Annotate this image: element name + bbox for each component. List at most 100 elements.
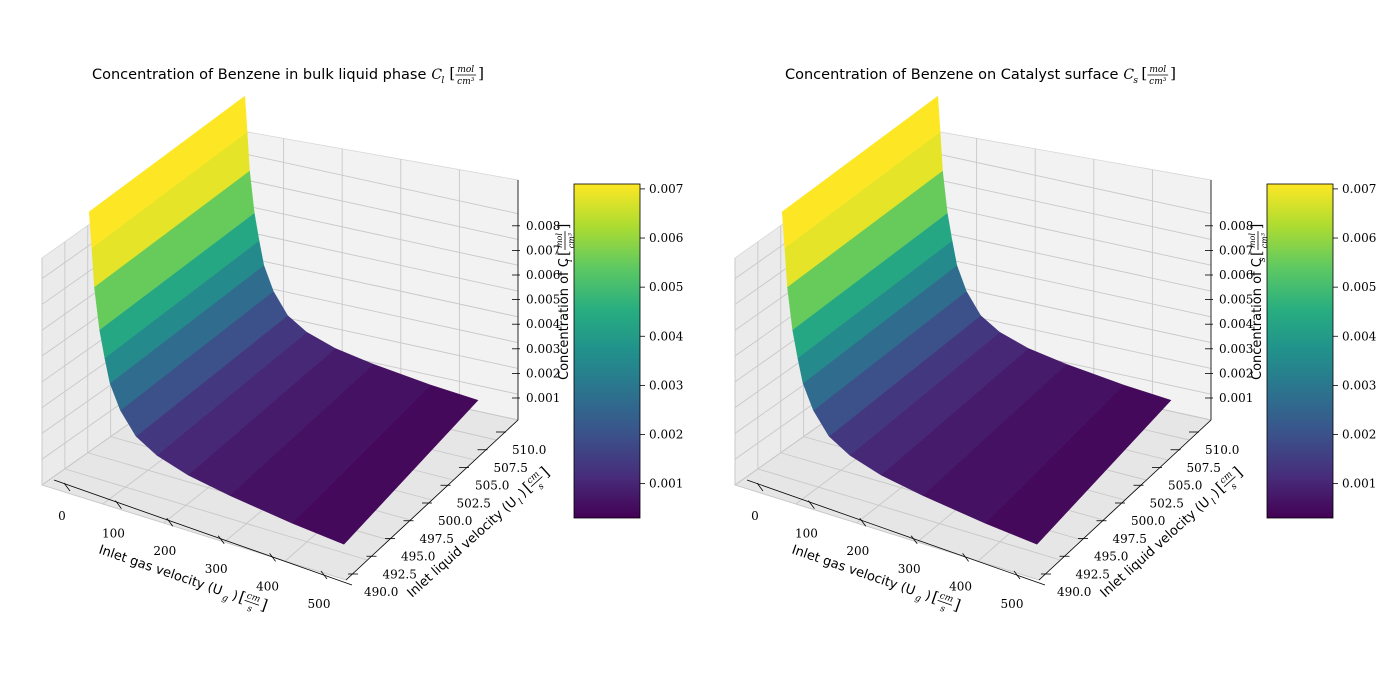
colorbar: 0.001 0.002 0.003 0.004 0.005 0.006 0.007 [573, 182, 684, 519]
x-tick [166, 517, 174, 527]
z-tick-label: 0.002 [1219, 366, 1253, 380]
grid-floor-y [757, 468, 1061, 561]
fraction-bar [244, 599, 260, 606]
bracket-open: [ [930, 588, 941, 607]
chart-title: Concentration of Benzene in bulk liquid … [92, 64, 484, 87]
y-axis-line [345, 419, 519, 581]
x-tick-label: 0 [58, 509, 66, 523]
colorbar-gradient [1266, 183, 1334, 519]
x-tick [910, 535, 918, 545]
x-tick [808, 500, 815, 509]
bracket-open: [ [556, 251, 572, 256]
x-tick [115, 500, 122, 509]
fraction-bar [937, 599, 953, 606]
chart-title-symbol: C [1123, 67, 1134, 83]
y-tick-label: 510.0 [1205, 443, 1239, 457]
surface-patch [88, 206, 99, 249]
grid-back-horizontal [224, 226, 519, 292]
z-tick-label: 0.001 [1219, 391, 1253, 405]
z-tick-label: 0.003 [1219, 342, 1253, 356]
z-axis-label: Concentration of Cl [mol cm³] [555, 224, 576, 380]
colorbar-tick-label: 0.005 [649, 280, 683, 294]
x-axis-label: Inlet gas velocity (Ug)[cms] [97, 543, 270, 615]
colorbar: 0.001 0.002 0.003 0.004 0.005 0.006 0.007 [1266, 182, 1377, 519]
x-tick [63, 482, 71, 492]
surface [781, 95, 1172, 545]
fraction-denominator: cm³ [1260, 233, 1269, 248]
x-tick-label: 400 [949, 579, 972, 593]
fraction-denominator: s [939, 604, 947, 615]
y-tick-label: 507.5 [1187, 461, 1221, 475]
bracket-open: [ [449, 64, 455, 82]
y-tick-label: 497.5 [1113, 532, 1147, 546]
y-tick-label: 500.0 [438, 514, 472, 528]
bracket-close: ] [952, 595, 963, 614]
y-axis-line [1038, 419, 1212, 581]
x-axis-label: Inlet gas velocity (Ug)[cms] [790, 543, 963, 615]
grid-back-horizontal [917, 226, 1212, 292]
subplot-2: 0.001 0.002 0.003 0.004 0.005 0.006 0.007 0.008… [734, 64, 1377, 615]
z-tick-label: 0.003 [526, 342, 560, 356]
z-axis-label-subscript: s [1258, 257, 1268, 262]
x-tick-label: 500 [1001, 597, 1024, 611]
chart-title-units: [mol cm³] [449, 64, 484, 87]
grid-back-horizontal [224, 200, 519, 266]
colorbar-tick-label: 0.006 [649, 231, 683, 245]
grid-back-horizontal [917, 200, 1212, 266]
fraction-bar [1223, 476, 1236, 487]
y-tick-label: 502.5 [1150, 496, 1184, 510]
bracket-close: ] [259, 595, 270, 614]
z-axis-units: [mol cm³] [1248, 224, 1269, 256]
fraction-bar [530, 476, 543, 487]
x-tick-label: 400 [256, 579, 279, 593]
grid-floor-y [41, 484, 347, 581]
chart-title-subscript: l [441, 76, 444, 86]
fraction-numerator: mol [555, 233, 564, 248]
colorbar-tick-label: 0.005 [1342, 280, 1376, 294]
fraction-denominator: cm³ [1149, 77, 1167, 87]
grid-back-horizontal [917, 278, 1212, 344]
x-axis-units: [cms] [237, 588, 270, 615]
x-tick [756, 482, 764, 492]
chart-title: Concentration of Benzene on Catalyst sur… [785, 64, 1176, 87]
y-axis-units: [cms] [519, 463, 553, 496]
bracket-open: [ [1249, 251, 1265, 256]
z-axis-label-text: Concentration of C [1250, 258, 1265, 380]
fraction-numerator: mol [457, 65, 474, 75]
grid-back-horizontal [917, 149, 1212, 215]
fraction-denominator: s [246, 604, 254, 615]
z-axis: 0.001 0.002 0.003 0.004 0.005 0.006 0.007 0.008… [512, 180, 576, 420]
z-tick-label: 0.004 [526, 317, 561, 331]
y-tick-label: 505.0 [1168, 479, 1202, 493]
y-tick-label: 510.0 [512, 443, 546, 457]
x-axis-label-close: ) [923, 589, 933, 605]
colorbar-tick-label: 0.007 [1342, 182, 1376, 196]
y-axis-label-text: Inlet liquid velocity (U [405, 495, 521, 601]
x-tick [859, 517, 867, 527]
x-tick [320, 570, 328, 580]
z-axis-label: Concentration of Cs[mol cm³] [1248, 224, 1269, 380]
y-tick-label: 495.0 [401, 550, 435, 564]
x-tick-label: 500 [308, 597, 331, 611]
x-tick-label: 200 [153, 544, 176, 558]
x-tick [217, 535, 225, 545]
colorbar-tick-label: 0.004 [1342, 329, 1377, 343]
fraction-denominator: cm³ [457, 77, 475, 87]
x-tick-label: 100 [102, 527, 125, 541]
colorbar-tick-label: 0.001 [1342, 477, 1376, 491]
surface-patch [781, 206, 792, 249]
colorbar-tick-label: 0.003 [649, 378, 683, 392]
fraction-numerator: mol [1248, 233, 1257, 248]
colorbar-tick-label: 0.002 [649, 428, 683, 442]
bracket-close: ] [1170, 64, 1176, 82]
z-tick-label: 0.008 [526, 219, 560, 233]
x-tick [962, 553, 969, 562]
bracket-open: [ [1141, 64, 1147, 82]
grid-back-horizontal [917, 252, 1212, 318]
colorbar-tick-label: 0.007 [649, 182, 683, 196]
x-tick [1013, 570, 1021, 580]
y-tick-label: 502.5 [457, 496, 491, 510]
y-axis-label-subscript: l [517, 497, 526, 506]
bracket-close: ] [556, 224, 572, 229]
